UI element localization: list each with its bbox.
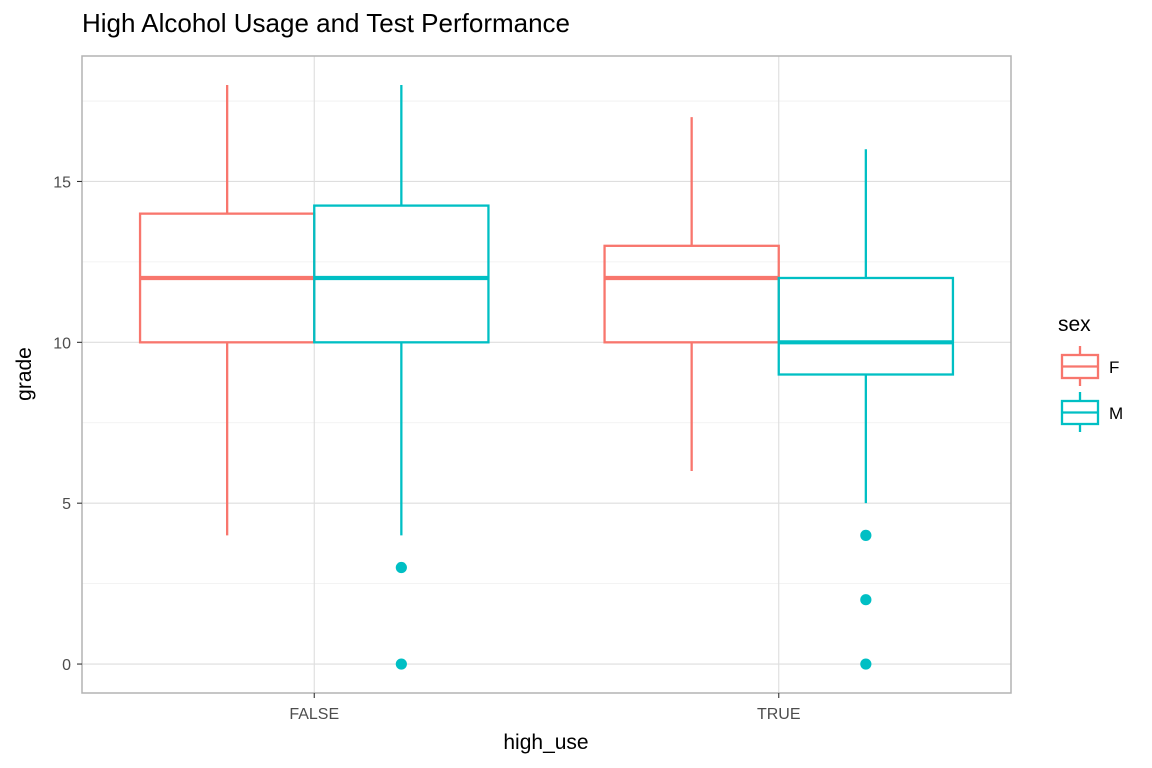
box-M-TRUE: [777, 149, 955, 670]
x-axis-title: high_use: [503, 731, 588, 754]
box-F-FALSE: [138, 84, 316, 536]
iqr-box: [313, 204, 490, 344]
iqr-box: [777, 276, 955, 376]
x-tick-label: TRUE: [757, 706, 801, 723]
x-tick-label: FALSE: [289, 706, 339, 723]
legend-title: sex: [1058, 313, 1091, 336]
plot-panel: 0 5 10 15 FALSE TRUE: [53, 55, 1012, 723]
y-tick-label: 10: [53, 335, 71, 352]
y-tick-label: 5: [62, 496, 71, 513]
chart-title: High Alcohol Usage and Test Performance: [82, 8, 570, 38]
legend: sex F M: [1058, 313, 1123, 432]
panel-border: [81, 55, 1012, 694]
legend-key-M: [1060, 392, 1100, 432]
box-M-FALSE: [313, 84, 490, 670]
outlier-point: [860, 594, 872, 606]
legend-label-M: M: [1109, 404, 1123, 423]
legend-key-F: [1060, 346, 1100, 386]
y-tick-label: 15: [53, 174, 71, 191]
box-F-TRUE: [603, 117, 780, 472]
iqr-box: [603, 244, 780, 344]
y-tick-label: 0: [62, 657, 71, 674]
outlier-point: [860, 529, 872, 541]
legend-label-F: F: [1109, 358, 1119, 377]
outlier-point: [395, 561, 407, 574]
y-axis-title: grade: [13, 347, 36, 401]
outlier-point: [860, 658, 872, 670]
outlier-point: [395, 658, 407, 670]
